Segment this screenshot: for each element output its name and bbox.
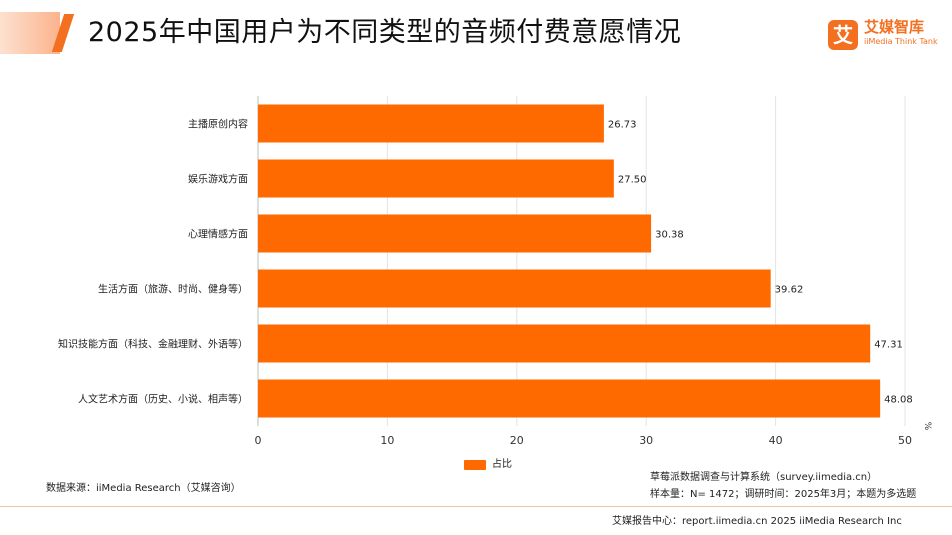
- page-title: 2025年中国用户为不同类型的音频付费意愿情况: [88, 17, 682, 48]
- category-label-2: 心理情感方面: [188, 228, 248, 241]
- category-label-4: 知识技能方面（科技、金融理财、外语等）: [58, 338, 248, 351]
- x-tick-label-4: 40: [769, 434, 783, 447]
- sample-note: 样本量：N= 1472；调研时间：2025年3月；本题为多选题: [650, 489, 917, 500]
- bar-0: [258, 104, 604, 143]
- bar-1: [258, 159, 614, 198]
- x-tick-label-1: 10: [380, 434, 394, 447]
- survey-system-note: 草莓派数据调查与计算系统（survey.iimedia.cn）: [650, 472, 878, 483]
- category-label-0: 主播原创内容: [188, 118, 248, 131]
- bar-5: [258, 379, 881, 418]
- x-axis-unit: %: [922, 422, 932, 431]
- bar-4: [258, 324, 871, 363]
- x-tick-label-2: 20: [510, 434, 524, 447]
- header-band: [0, 12, 60, 54]
- legend-swatch: [464, 460, 486, 470]
- legend-label: 占比: [492, 459, 512, 470]
- value-label-0: 26.73: [608, 120, 637, 131]
- category-label-5: 人文艺术方面（历史、小说、相声等）: [78, 393, 248, 406]
- logo-text-en: iiMedia Think Tank: [864, 37, 938, 46]
- x-axis-ticks: 0 10 20 30 40 50%: [255, 422, 933, 447]
- category-label-1: 娱乐游戏方面: [188, 173, 248, 186]
- x-tick-label-0: 0: [255, 434, 262, 447]
- value-label-5: 48.08: [884, 395, 913, 406]
- value-label-4: 47.31: [874, 340, 903, 351]
- x-tick-label-5: 50: [898, 434, 912, 447]
- chart-bars: [258, 104, 881, 418]
- value-label-1: 27.50: [618, 175, 647, 186]
- bar-2: [258, 214, 652, 253]
- chart-grid: [257, 96, 906, 426]
- value-label-2: 30.38: [655, 230, 684, 241]
- category-label-3: 生活方面（旅游、时尚、健身等）: [98, 283, 248, 296]
- logo-text-cn: 艾媒智库: [864, 18, 925, 36]
- value-label-3: 39.62: [775, 285, 804, 296]
- data-source: 数据来源：iiMedia Research（艾媒咨询）: [46, 483, 241, 494]
- footer-text: 艾媒报告中心：report.iimedia.cn 2025 iiMedia Re…: [612, 516, 902, 527]
- value-labels: 26.73 27.50 30.38 39.62 47.31 48.08: [608, 120, 913, 406]
- x-tick-label-3: 30: [639, 434, 653, 447]
- bar-3: [258, 269, 771, 308]
- logo-mark-icon: 艾: [828, 20, 858, 50]
- footer-divider: [0, 506, 952, 507]
